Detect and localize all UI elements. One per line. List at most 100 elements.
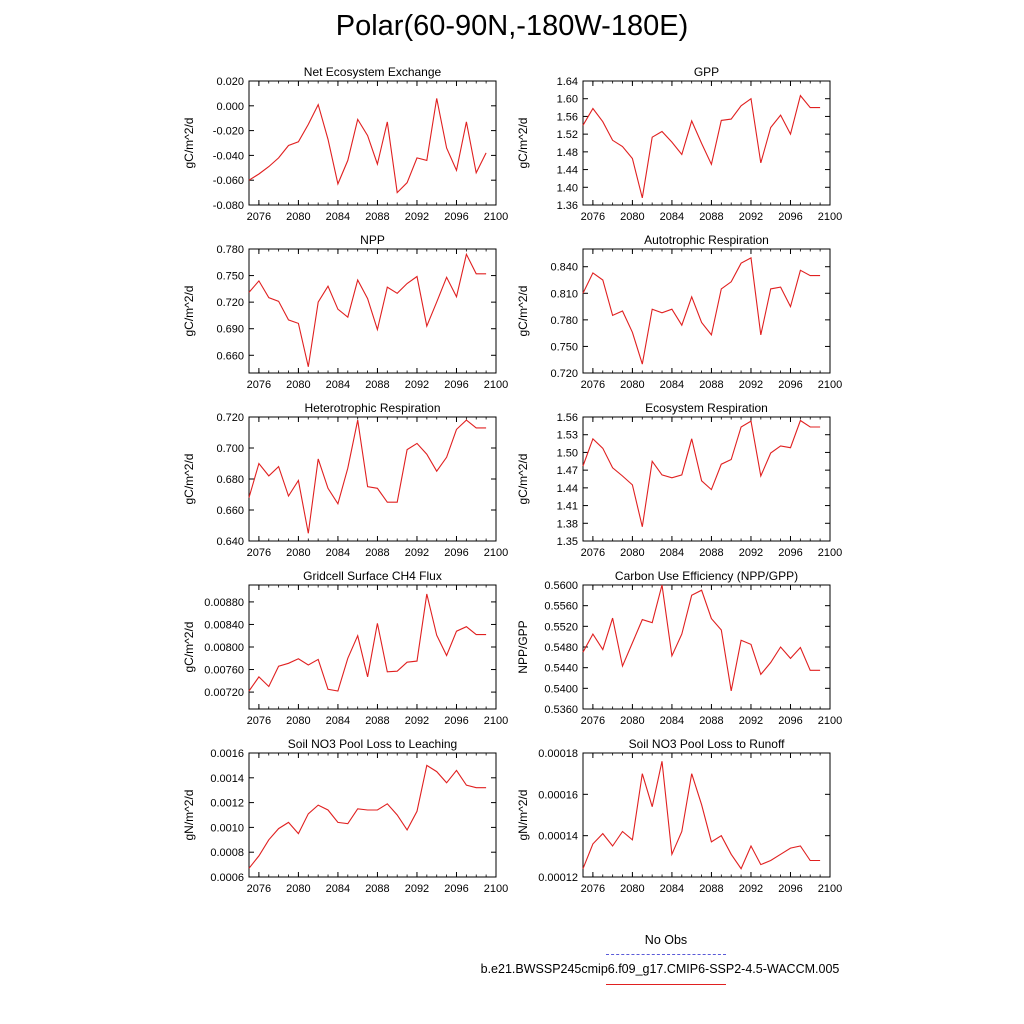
y-tick-label: 1.60 [557,94,578,106]
x-tick-label: 2080 [286,211,310,223]
y-tick-label: -0.020 [213,126,244,138]
plot-frame [248,416,497,542]
x-tick-label: 2080 [620,883,644,895]
chart-panel-6: Ecosystem Respiration gC/m^2/d 2076 2080 208… [516,401,842,559]
x-tick-label: 2088 [699,883,723,895]
y-tick-label: 1.36 [557,200,578,212]
x-tick-label: 2084 [326,547,350,559]
x-tick-label: 2088 [365,379,389,391]
plot-frame [248,248,497,374]
plot-frame [248,752,497,878]
x-tick-label: 2100 [818,715,842,727]
y-tick-label: 0.00014 [538,831,578,843]
plot-frame [248,584,497,710]
y-tick-label: 0.0012 [210,798,244,810]
y-tick-label: 0.0016 [210,748,244,760]
x-tick-label: 2076 [581,883,605,895]
series-line [582,419,821,527]
chart-panel-9: Soil NO3 Pool Loss to Leaching gN/m^2/d 20… [182,737,508,895]
y-tick-label: 0.00800 [204,642,244,654]
x-tick-label: 2084 [660,547,684,559]
y-tick-label: 0.5480 [544,642,578,654]
x-tick-label: 2096 [778,211,802,223]
series-line [248,764,487,869]
plot-frame [582,80,831,206]
y-tick-label: 0.810 [550,288,578,300]
y-tick-label: 0.720 [216,412,244,424]
y-axis-label: gC/m^2/d [516,118,530,169]
chart-title: Carbon Use Efficiency (NPP/GPP) [615,569,798,583]
legend-obs-line [606,954,726,955]
x-tick-label: 2100 [818,379,842,391]
x-tick-label: 2088 [699,547,723,559]
chart-panel-4: Autotrophic Respiration gC/m^2/d 2076 2080 2… [516,233,842,391]
y-tick-label: 1.53 [557,430,578,442]
series-line [582,761,821,870]
y-tick-label: 1.52 [557,129,578,141]
y-tick-label: 0.0014 [210,773,244,785]
y-tick-label: 0.0008 [210,847,244,859]
y-axis-label: gC/m^2/d [182,454,196,505]
series-line [248,252,487,367]
y-tick-label: 0.00018 [538,748,578,760]
y-tick-label: 0.00760 [204,665,244,677]
x-tick-label: 2084 [326,883,350,895]
x-tick-label: 2092 [739,211,763,223]
y-axis-label: NPP/GPP [516,620,530,673]
x-tick-label: 2080 [620,379,644,391]
chart-title: Heterotrophic Respiration [304,401,440,415]
x-tick-label: 2080 [286,547,310,559]
x-tick-label: 2100 [484,211,508,223]
x-tick-label: 2084 [326,379,350,391]
series-line [582,257,821,365]
series-line [248,593,487,692]
y-tick-label: 1.40 [557,182,578,194]
y-tick-label: 0.5560 [544,601,578,613]
y-tick-label: 1.47 [557,465,578,477]
y-tick-label: 1.44 [557,483,578,495]
y-tick-label: 0.700 [216,443,244,455]
x-tick-label: 2084 [660,211,684,223]
chart-title: Soil NO3 Pool Loss to Leaching [288,737,457,751]
x-tick-label: 2100 [484,883,508,895]
x-tick-label: 2084 [660,715,684,727]
x-tick-label: 2076 [581,211,605,223]
series-line [582,584,821,692]
y-tick-label: 1.56 [557,412,578,424]
x-tick-label: 2092 [405,547,429,559]
x-tick-label: 2092 [739,883,763,895]
x-tick-label: 2088 [699,379,723,391]
y-tick-label: 0.5400 [544,683,578,695]
legend-obs-label: No Obs [644,933,688,947]
chart-panel-10: Soil NO3 Pool Loss to Runoff gN/m^2/d 2076… [516,737,842,895]
x-tick-label: 2088 [365,211,389,223]
y-axis-label: gC/m^2/d [516,454,530,505]
chart-title: Net Ecosystem Exchange [304,65,442,79]
y-tick-label: 1.64 [557,76,578,88]
x-tick-label: 2080 [286,379,310,391]
x-tick-label: 2088 [365,883,389,895]
x-tick-label: 2096 [444,379,468,391]
plot-frame [582,248,831,374]
plot-frame [582,416,831,542]
chart-panel-5: Heterotrophic Respiration gC/m^2/d 2076 208… [182,401,508,559]
y-tick-label: 1.38 [557,518,578,530]
y-tick-label: 0.660 [216,505,244,517]
x-tick-label: 2076 [581,379,605,391]
chart-title: Soil NO3 Pool Loss to Runoff [629,737,786,751]
x-tick-label: 2088 [699,715,723,727]
x-tick-label: 2080 [286,715,310,727]
y-tick-label: 0.020 [216,76,244,88]
y-tick-label: 0.00012 [538,872,578,884]
x-tick-label: 2096 [778,379,802,391]
x-tick-label: 2096 [778,547,802,559]
x-tick-label: 2076 [581,547,605,559]
y-tick-label: 0.00880 [204,597,244,609]
x-tick-label: 2092 [739,379,763,391]
x-tick-label: 2084 [660,379,684,391]
y-tick-label: 0.840 [550,262,578,274]
x-tick-label: 2080 [620,715,644,727]
x-tick-label: 2100 [484,547,508,559]
